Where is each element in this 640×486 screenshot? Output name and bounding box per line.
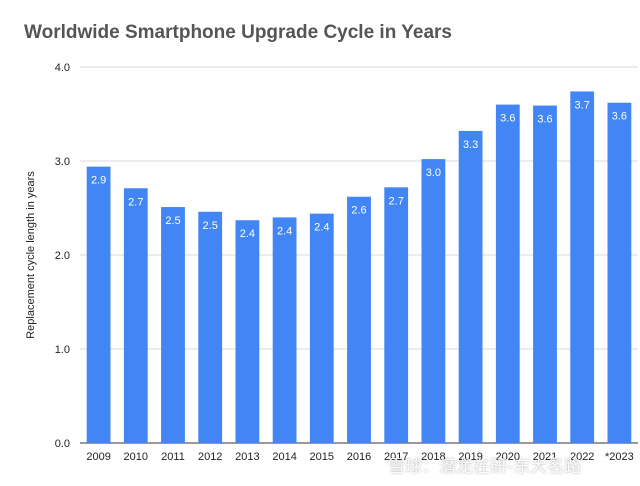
data-label: 2.5	[203, 220, 218, 232]
bar	[161, 207, 185, 443]
y-axis-label: Replacement cycle length in years	[25, 171, 37, 339]
x-tick-label: 2020	[496, 451, 520, 463]
bar	[235, 220, 260, 443]
bar	[198, 211, 223, 443]
data-label: 3.3	[463, 139, 478, 151]
bar	[123, 188, 148, 443]
x-tick-label: 2013	[235, 451, 259, 463]
chart-title: Worldwide Smartphone Upgrade Cycle in Ye…	[24, 22, 452, 43]
bar	[347, 196, 371, 443]
bar	[421, 159, 446, 443]
data-label: 3.0	[426, 167, 441, 179]
y-tick-label: 4.0	[55, 62, 70, 74]
data-label: 2.7	[389, 195, 404, 207]
bar	[495, 104, 520, 443]
y-tick-label: 3.0	[55, 156, 70, 168]
bar	[309, 213, 334, 443]
x-tick-label: 2010	[124, 451, 148, 463]
bar	[384, 187, 409, 443]
x-tick-label: 2015	[310, 451, 334, 463]
x-tick-label: 2021	[533, 451, 557, 463]
data-label: 2.6	[351, 205, 366, 217]
x-tick-label: 2009	[86, 451, 110, 463]
data-label: 2.4	[314, 222, 329, 234]
y-tick-label: 2.0	[55, 250, 70, 262]
x-tick-label: 2011	[161, 451, 185, 463]
data-label: 3.6	[500, 113, 515, 125]
data-label: 3.6	[612, 111, 627, 123]
watermark: 雪球：潜龙在研-东大名路	[388, 457, 582, 477]
y-tick-label: 0.0	[55, 438, 70, 450]
x-tick-label: 2019	[458, 451, 482, 463]
x-tick-label: 2016	[347, 451, 371, 463]
x-tick-label: 2012	[198, 451, 222, 463]
bar	[570, 91, 595, 443]
x-tick-label: *2023	[605, 451, 634, 463]
bar	[607, 102, 632, 443]
bar	[458, 130, 483, 444]
data-label: 2.5	[165, 215, 180, 227]
bar	[86, 166, 111, 443]
x-tick-label: 2014	[272, 451, 296, 463]
data-label: 2.4	[277, 225, 292, 237]
x-tick-label: 2022	[570, 451, 594, 463]
data-label: 3.6	[537, 114, 552, 126]
data-label: 3.7	[575, 99, 590, 111]
data-label: 2.9	[91, 175, 106, 187]
x-tick-label: 2017	[384, 451, 408, 463]
y-tick-label: 1.0	[55, 344, 70, 356]
data-label: 2.4	[240, 228, 255, 240]
bar	[533, 105, 557, 443]
x-tick-label: 2018	[421, 451, 445, 463]
bar	[272, 217, 297, 443]
data-label: 2.7	[128, 196, 143, 208]
